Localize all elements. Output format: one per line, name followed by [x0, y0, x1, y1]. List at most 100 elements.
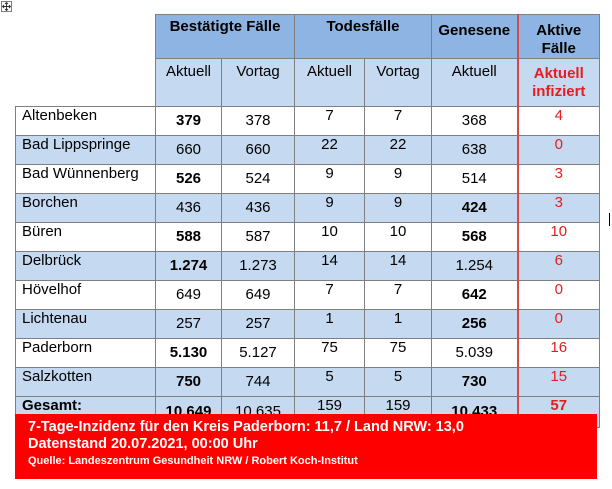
- cell-active: 0: [516, 280, 600, 310]
- cell-deaths: 5: [294, 367, 365, 397]
- cell-deaths: 1: [294, 309, 365, 339]
- cell-confirmed: 379: [155, 106, 222, 136]
- cell-deaths-prev: 7: [364, 106, 432, 136]
- table-row: Bad Lippspringe 660 660 22 22 638 0: [15, 135, 600, 165]
- cell-confirmed: 750: [155, 367, 222, 397]
- cell-recovered: 5.039: [431, 338, 518, 368]
- cell-active: 10: [516, 222, 600, 252]
- cell-active: 0: [516, 309, 600, 339]
- table-row: Lichtenau 257 257 1 1 256 0: [15, 309, 600, 339]
- header-active-line2: infiziert: [532, 83, 586, 100]
- cell-active: 6: [516, 251, 600, 281]
- cell-deaths-prev: 75: [364, 338, 432, 368]
- header-active-line1: Aktuell: [533, 65, 584, 82]
- cell-active: 4: [516, 106, 600, 136]
- cell-confirmed: 526: [155, 164, 222, 194]
- cell-deaths-prev: 7: [364, 280, 432, 310]
- move-arrows-icon[interactable]: [1, 1, 12, 12]
- row-name: Paderborn: [15, 338, 156, 368]
- cell-active: 3: [516, 164, 600, 194]
- header-empty-cell: [16, 15, 156, 59]
- cell-confirmed: 1.274: [155, 251, 222, 281]
- cell-recovered: 730: [431, 367, 518, 397]
- cell-active: 16: [516, 338, 600, 368]
- row-name: Altenbeken: [15, 106, 156, 136]
- cell-confirmed-prev: 5.127: [221, 338, 295, 368]
- header-confirmed-previous: Vortag: [221, 58, 295, 107]
- header-empty-cell: [16, 59, 156, 107]
- cell-recovered: 368: [431, 106, 518, 136]
- table-row: Salzkotten 750 744 5 5 730 15: [15, 367, 600, 397]
- cell-confirmed-prev: 436: [221, 193, 295, 223]
- cell-deaths-prev: 5: [364, 367, 432, 397]
- row-name: Delbrück: [15, 251, 156, 281]
- row-name: Borchen: [15, 193, 156, 223]
- source-text: Quelle: Landeszentrum Gesundheit NRW / R…: [28, 455, 358, 467]
- cell-deaths: 7: [294, 280, 365, 310]
- cell-confirmed: 257: [155, 309, 222, 339]
- cell-deaths: 10: [294, 222, 365, 252]
- cell-deaths-prev: 1: [364, 309, 432, 339]
- cell-deaths: 22: [294, 135, 365, 165]
- cell-deaths: 14: [294, 251, 365, 281]
- header-recovered-current: Aktuell: [431, 58, 518, 107]
- cell-confirmed-prev: 649: [221, 280, 295, 310]
- header-active-infected: Aktuell infiziert: [516, 58, 600, 107]
- cell-active: 3: [516, 193, 600, 223]
- cell-confirmed-prev: 1.273: [221, 251, 295, 281]
- header-active-cases: Aktive Fälle: [516, 14, 600, 59]
- table-row: Altenbeken 379 378 7 7 368 4: [15, 106, 600, 136]
- cell-deaths-prev: 9: [364, 193, 432, 223]
- cell-confirmed-prev: 660: [221, 135, 295, 165]
- header-deaths: Todesfälle: [294, 14, 432, 59]
- cell-confirmed-prev: 524: [221, 164, 295, 194]
- table-row: Delbrück 1.274 1.273 14 14 1.254 6: [15, 251, 600, 281]
- cell-confirmed: 588: [155, 222, 222, 252]
- cell-confirmed-prev: 744: [221, 367, 295, 397]
- cell-confirmed-prev: 587: [221, 222, 295, 252]
- header-deaths-previous: Vortag: [364, 58, 432, 107]
- header-sub-row: Aktuell Vortag Aktuell Vortag Aktuell Ak…: [16, 58, 600, 107]
- cell-deaths-prev: 9: [364, 164, 432, 194]
- table-row: Hövelhof 649 649 7 7 642 0: [15, 280, 600, 310]
- cell-deaths: 75: [294, 338, 365, 368]
- cell-confirmed-prev: 378: [221, 106, 295, 136]
- cell-deaths-prev: 14: [364, 251, 432, 281]
- header-recovered: Genesene: [431, 14, 518, 59]
- cell-recovered: 638: [431, 135, 518, 165]
- row-name: Salzkotten: [15, 367, 156, 397]
- cell-recovered: 424: [431, 193, 518, 223]
- table-row: Bad Wünnenberg 526 524 9 9 514 3: [15, 164, 600, 194]
- covid-statistics-table: Bestätigte Fälle Todesfälle Genesene Akt…: [15, 14, 600, 428]
- incidence-footer-banner: 7-Tage-Inzidenz für den Kreis Paderborn:…: [15, 414, 597, 479]
- cell-confirmed: 660: [155, 135, 222, 165]
- header-deaths-current: Aktuell: [294, 58, 365, 107]
- cell-recovered: 256: [431, 309, 518, 339]
- table-row: Borchen 436 436 9 9 424 3: [15, 193, 600, 223]
- row-name: Bad Lippspringe: [15, 135, 156, 165]
- cell-confirmed: 649: [155, 280, 222, 310]
- header-group-row: Bestätigte Fälle Todesfälle Genesene Akt…: [16, 14, 600, 59]
- cell-deaths: 9: [294, 164, 365, 194]
- table-row: Büren 588 587 10 10 568 10: [15, 222, 600, 252]
- cell-deaths-prev: 10: [364, 222, 432, 252]
- cell-recovered: 568: [431, 222, 518, 252]
- cell-deaths: 7: [294, 106, 365, 136]
- text-cursor: [609, 213, 610, 226]
- incidence-text: 7-Tage-Inzidenz für den Kreis Paderborn:…: [28, 419, 464, 435]
- cell-recovered: 642: [431, 280, 518, 310]
- cell-confirmed: 5.130: [155, 338, 222, 368]
- cell-deaths-prev: 22: [364, 135, 432, 165]
- row-name: Bad Wünnenberg: [15, 164, 156, 194]
- header-confirmed-cases: Bestätigte Fälle: [155, 14, 295, 59]
- cell-deaths: 9: [294, 193, 365, 223]
- row-name: Büren: [15, 222, 156, 252]
- row-name: Lichtenau: [15, 309, 156, 339]
- cell-active: 0: [516, 135, 600, 165]
- table-row: Paderborn 5.130 5.127 75 75 5.039 16: [15, 338, 600, 368]
- cell-confirmed-prev: 257: [221, 309, 295, 339]
- data-status-text: Datenstand 20.07.2021, 00:00 Uhr: [28, 436, 258, 452]
- row-name: Hövelhof: [15, 280, 156, 310]
- cell-recovered: 514: [431, 164, 518, 194]
- cell-active: 15: [516, 367, 600, 397]
